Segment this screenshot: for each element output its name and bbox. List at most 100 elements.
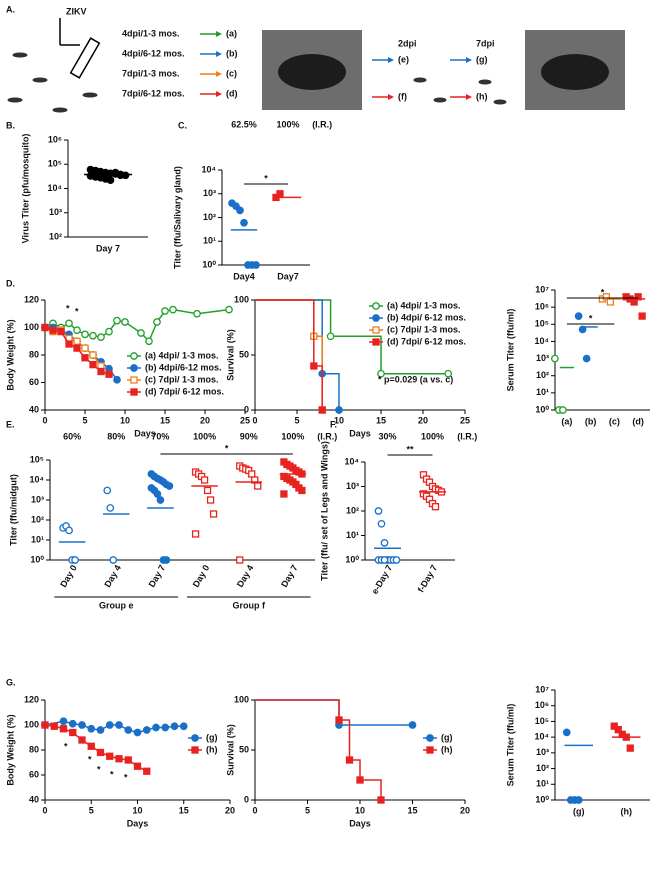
legend-label: (a) 4dpi/ 1-3 mos.: [387, 300, 461, 310]
marker: [626, 744, 634, 752]
x-tick-label: 0: [42, 415, 47, 425]
header-label: 90%: [240, 431, 258, 441]
survival-step: [255, 299, 315, 366]
significance-label: *: [601, 287, 605, 297]
outcome-label: (g): [476, 54, 488, 64]
marker: [638, 312, 646, 320]
x-tick-label: e-Day 7: [370, 563, 395, 596]
legend-marker: [191, 734, 199, 742]
marker: [96, 748, 105, 757]
legend-label: (d) 7dpi/ 6-12 mos.: [387, 336, 466, 346]
y-axis-label: Titer (ffu/Salivary gland): [172, 166, 182, 269]
legend-label: (h): [441, 744, 453, 754]
x-tick-label: (c): [609, 416, 620, 426]
syringe: [59, 18, 101, 79]
marker: [133, 762, 142, 770]
header-label: 60%: [63, 431, 81, 441]
y-tick-label: 10⁵: [535, 716, 549, 726]
day-label: 7dpi: [476, 38, 495, 48]
marker: [551, 354, 559, 363]
marker: [143, 767, 151, 775]
day-label: 2dpi: [398, 38, 417, 48]
x-tick-label: 15: [407, 805, 417, 815]
arrow-head: [216, 91, 222, 97]
x-tick-label: 20: [200, 415, 210, 425]
marker: [191, 530, 200, 538]
marker: [606, 298, 615, 306]
header-label: 62.5%: [231, 119, 257, 129]
marker: [209, 510, 218, 518]
marker: [145, 337, 153, 346]
y-tick-label: 10²: [49, 231, 62, 241]
marker: [73, 344, 81, 352]
x-tick-label: Day7: [277, 271, 299, 281]
y-tick-label: 10⁴: [535, 732, 549, 742]
x-tick-label: (d): [632, 416, 644, 426]
legend-marker: [130, 364, 138, 372]
mosquito: [12, 52, 28, 58]
legend-label: (c) 7dpi/ 1-3 mos.: [145, 374, 219, 384]
marker: [380, 539, 389, 547]
marker: [252, 261, 260, 269]
marker: [116, 171, 125, 180]
x-tick-label: 25: [460, 415, 470, 425]
legend-label: (a) 4dpi/ 1-3 mos.: [145, 350, 219, 360]
y-tick-label: 10³: [536, 747, 549, 757]
marker: [634, 293, 642, 301]
marker: [574, 796, 583, 804]
mosquito: [52, 107, 68, 113]
y-tick-label: 100: [234, 294, 249, 304]
marker: [179, 722, 188, 731]
x-tick-label: f-Day 7: [416, 563, 440, 594]
header-note: (I.R.): [317, 431, 337, 441]
marker: [203, 486, 212, 495]
y-tick-label: 50: [239, 744, 249, 754]
x-tick-label: 0: [252, 415, 257, 425]
y-tick-label: 10²: [536, 370, 549, 380]
mosquito: [478, 79, 492, 85]
marker: [374, 507, 383, 515]
y-tick-label: 10³: [203, 188, 216, 198]
y-tick-label: 10⁵: [48, 159, 62, 169]
legend-label: (g): [441, 732, 453, 742]
group-code: (c): [226, 68, 237, 78]
header-label: 70%: [151, 431, 169, 441]
group-label: 4dpi/6-12 mos.: [122, 48, 185, 58]
marker: [65, 319, 73, 328]
y-axis-label: Serum Titer (ffu/ml): [505, 309, 515, 392]
marker: [602, 293, 611, 301]
x-tick-label: 20: [225, 805, 235, 815]
legend-label: (h): [206, 744, 218, 754]
survival-step: [360, 779, 382, 800]
x-tick-label: Day 4: [235, 563, 256, 589]
marker: [165, 482, 174, 490]
header-label: 100%: [281, 431, 304, 441]
y-tick-label: 10¹: [203, 236, 216, 246]
marker: [59, 717, 68, 726]
y-axis-label: Survival (%): [225, 329, 235, 381]
marker: [57, 327, 65, 336]
marker: [335, 716, 343, 724]
marker: [380, 556, 389, 564]
x-tick-label: (g): [573, 806, 585, 816]
marker: [236, 556, 244, 564]
marker: [106, 752, 114, 760]
header-label: 80%: [107, 431, 125, 441]
marker: [49, 326, 57, 334]
x-tick-label: Day 0: [191, 563, 212, 589]
panel-label: E.: [6, 419, 15, 429]
marker: [115, 755, 123, 763]
y-tick-label: 10⁴: [30, 474, 44, 484]
marker: [431, 503, 440, 511]
panel-label: B.: [6, 120, 15, 130]
marker: [81, 344, 89, 352]
marker: [103, 486, 112, 495]
marker: [377, 369, 385, 378]
marker: [444, 369, 453, 378]
marker: [236, 206, 244, 215]
marker: [200, 476, 209, 484]
marker: [105, 370, 113, 378]
y-tick-label: 120: [24, 294, 39, 304]
significance-label: *: [264, 173, 268, 183]
